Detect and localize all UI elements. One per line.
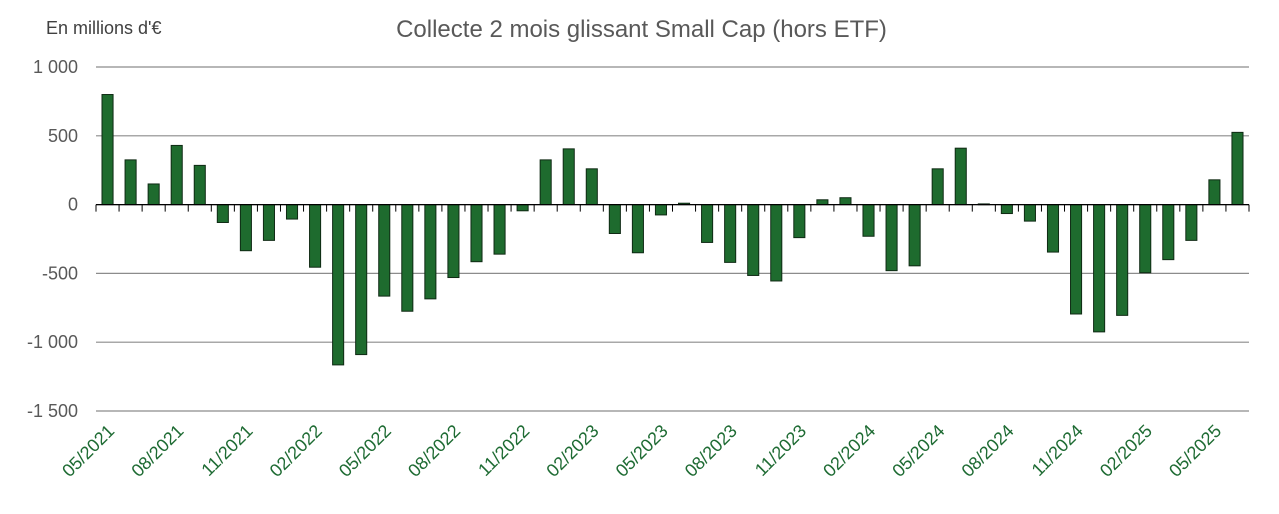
x-tick-label: 11/2023: [751, 421, 810, 480]
bar: [309, 204, 322, 268]
bar: [1116, 204, 1129, 316]
bar: [585, 168, 598, 206]
bar: [839, 197, 852, 206]
bar: [124, 159, 137, 206]
x-tick-label: 08/2021: [127, 421, 187, 481]
bar: [954, 147, 967, 206]
x-tick-label: 02/2023: [542, 421, 602, 481]
bar: [355, 204, 368, 356]
x-tick-label: 05/2023: [612, 421, 672, 481]
bar: [747, 204, 760, 276]
bar: [447, 204, 460, 279]
chart-title: Collecte 2 mois glissant Small Cap (hors…: [396, 16, 887, 43]
bar: [539, 159, 552, 206]
bar: [793, 204, 806, 239]
bar: [378, 204, 391, 297]
bar: [770, 204, 783, 282]
grid-lines: [96, 66, 1249, 412]
bar: [1208, 179, 1221, 206]
x-tick-label: 08/2023: [681, 421, 741, 481]
bar: [285, 204, 299, 220]
bar: [470, 204, 483, 263]
bar: [885, 204, 898, 272]
bar: [401, 204, 414, 312]
zero-axis: [95, 203, 1250, 212]
bar: [701, 204, 714, 243]
y-tick-label: -1 000: [27, 332, 78, 352]
x-tick-label: 08/2024: [958, 421, 1018, 481]
x-tick-label: 05/2021: [58, 421, 118, 481]
bar: [724, 204, 737, 263]
bar: [1139, 204, 1152, 274]
bar: [193, 164, 206, 206]
bar: [332, 204, 345, 366]
y-tick-label: -1 500: [27, 401, 78, 421]
unit-label: En millions d'€: [46, 18, 162, 38]
bar: [424, 204, 437, 300]
bar: [262, 204, 275, 241]
x-tick-label: 11/2022: [474, 421, 533, 480]
bar: [1000, 204, 1013, 215]
bar: [216, 204, 229, 223]
bar: [147, 183, 160, 206]
bar: [608, 204, 621, 235]
bar: [170, 144, 183, 206]
x-tick-label: 05/2022: [335, 421, 395, 481]
y-axis-tick-labels: 1 000 500 0 -500 -1 000 -1 500: [27, 57, 78, 421]
bar: [1070, 204, 1083, 315]
bar: [562, 148, 575, 206]
x-tick-label: 02/2024: [819, 421, 879, 481]
bar: [816, 199, 829, 206]
bar: [931, 168, 944, 206]
bar: [908, 204, 921, 267]
y-tick-label: -500: [42, 263, 78, 283]
y-tick-label: 0: [68, 195, 78, 215]
x-axis-tick-labels: 05/2021 08/2021 11/2021 02/2022 05/2022 08/20…: [58, 421, 1225, 481]
bar: [239, 204, 252, 252]
bar: [516, 204, 529, 212]
bar: [1023, 204, 1036, 222]
bar: [862, 204, 875, 237]
bar: [1162, 204, 1175, 261]
x-tick-label: 08/2022: [404, 421, 464, 481]
bar: [654, 204, 668, 216]
x-tick-label: 02/2022: [266, 421, 326, 481]
y-tick-label: 1 000: [33, 57, 78, 77]
bar: [493, 204, 506, 255]
bar: [1046, 204, 1060, 253]
x-tick-label: 02/2025: [1096, 421, 1156, 481]
bar: [101, 94, 114, 206]
x-tick-label: 11/2021: [198, 421, 257, 480]
bar: [631, 204, 644, 254]
bar: [1231, 131, 1244, 206]
x-tick-label: 05/2024: [888, 421, 948, 481]
bar: [1093, 204, 1106, 333]
x-tick-label: 05/2025: [1165, 421, 1225, 481]
y-tick-label: 500: [48, 126, 78, 146]
bar: [1185, 204, 1198, 241]
x-tick-label: 11/2024: [1028, 421, 1087, 480]
bars: [101, 94, 1244, 366]
